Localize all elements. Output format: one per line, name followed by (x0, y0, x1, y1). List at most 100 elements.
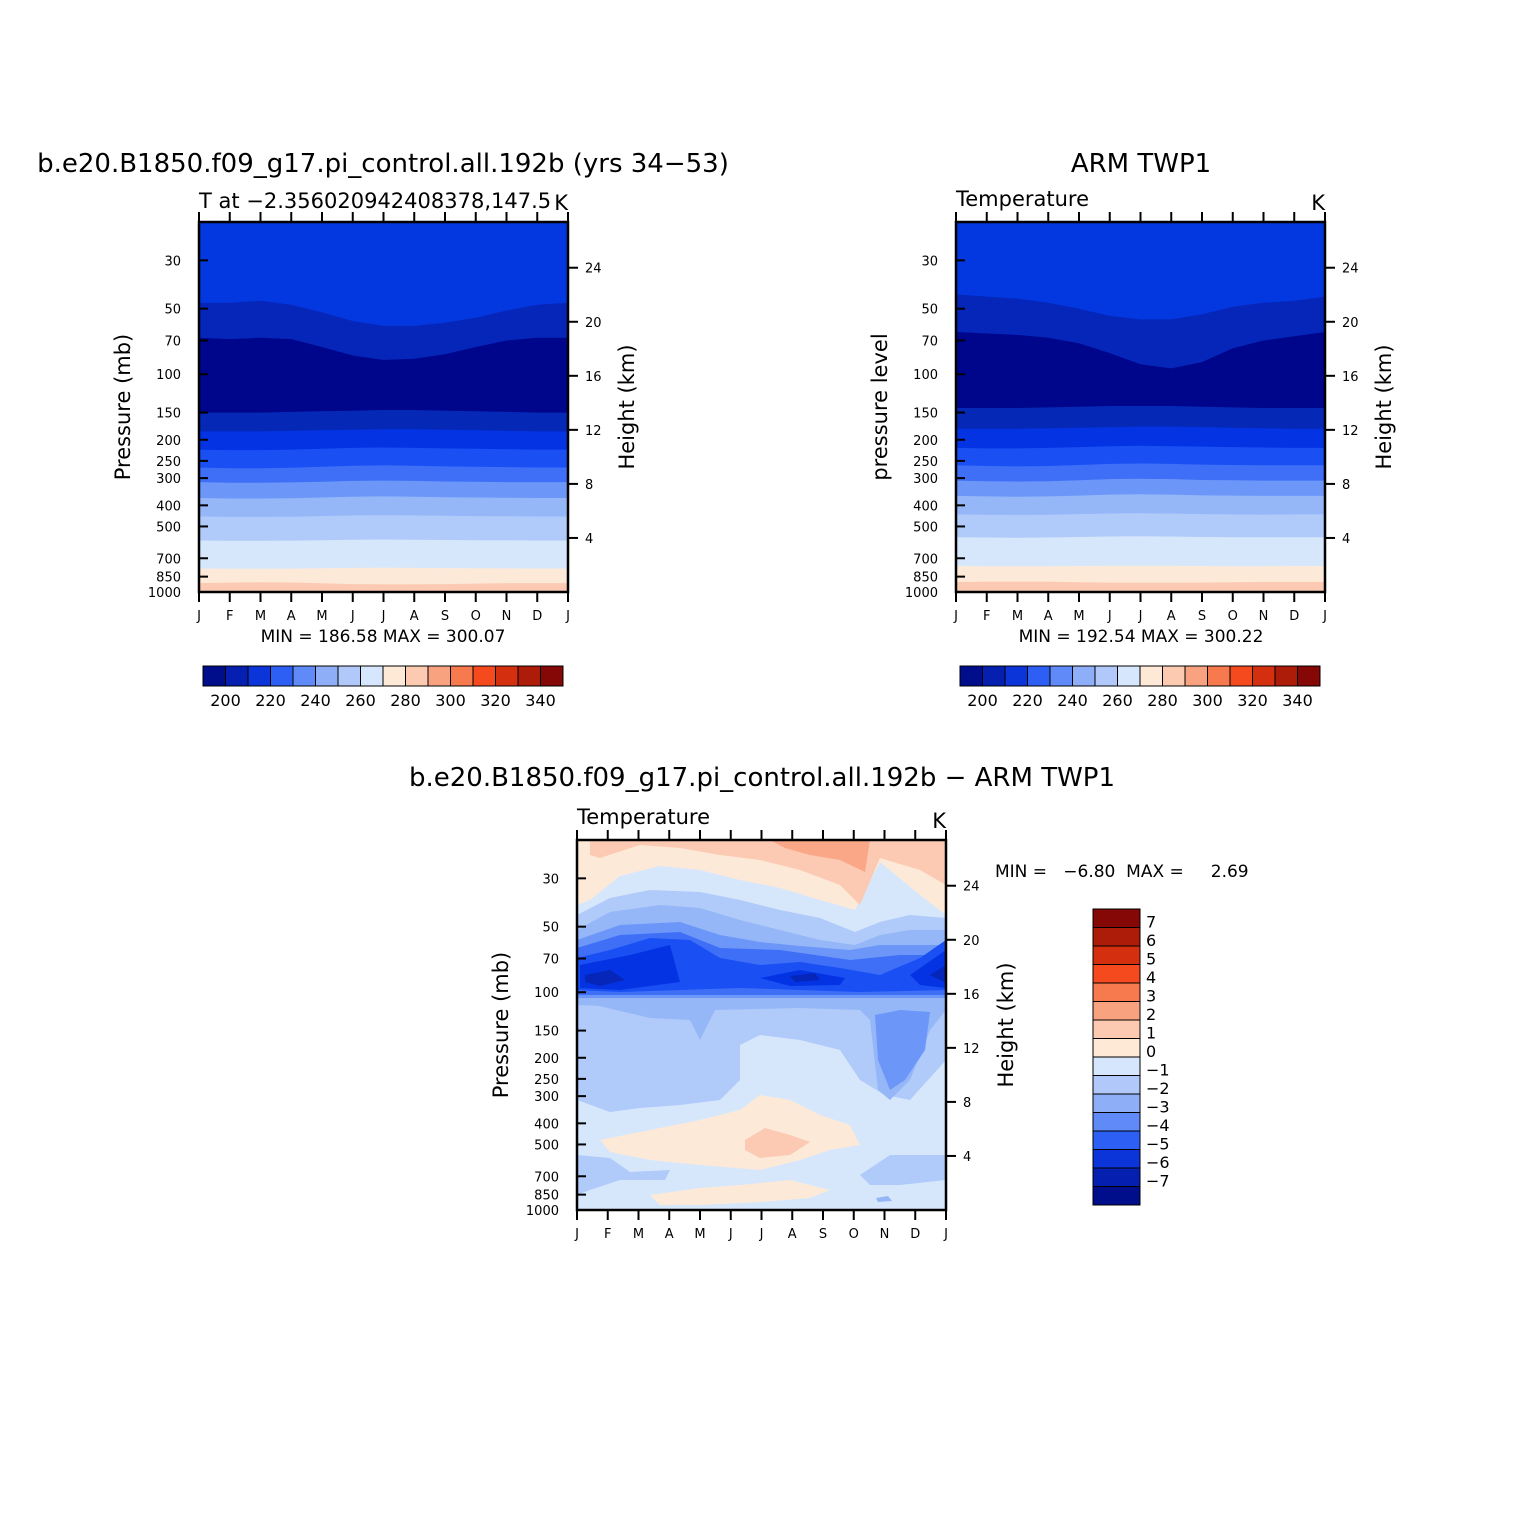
x-tick-label: J (728, 1227, 733, 1242)
colorbar-swatch (1092, 908, 1141, 928)
x-tick-label: J (196, 609, 201, 624)
x-tick-label: M (633, 1227, 644, 1242)
y2-tick-label: 20 (963, 934, 980, 949)
obs-units-label: K (1311, 191, 1326, 215)
colorbar-swatch (1092, 1019, 1141, 1039)
colorbar-swatch (1004, 665, 1028, 687)
x-tick-label: A (665, 1227, 674, 1242)
colorbar-swatch (1092, 964, 1141, 984)
diff-panel: b.e20.B1850.f09_g17.pi_control.all.192b … (409, 763, 1249, 1242)
y2-tick-label: 24 (585, 262, 602, 277)
y-tick-label: 850 (156, 571, 181, 586)
colorbar-swatch (1139, 665, 1163, 687)
colorbar-label: 280 (390, 691, 421, 710)
y-tick-label: 100 (156, 368, 181, 383)
y-tick-label: 30 (542, 872, 559, 887)
colorbar-swatch (1274, 665, 1298, 687)
colorbar-swatch (247, 665, 271, 687)
y2-tick-label: 24 (963, 880, 980, 895)
model-subtitle-left: T at −2.356020942408378,147.5 (198, 189, 551, 213)
colorbar-label: 300 (435, 691, 466, 710)
x-tick-label: O (1228, 609, 1238, 624)
x-tick-label: D (1289, 609, 1299, 624)
colorbar-swatch (1092, 1186, 1141, 1206)
x-tick-label: N (880, 1227, 890, 1242)
x-tick-label: N (502, 609, 512, 624)
y2-tick-label: 4 (585, 532, 593, 547)
y2-tick-label: 8 (963, 1096, 971, 1111)
y-tick-label: 700 (156, 552, 181, 567)
colorbar-label: −2 (1146, 1079, 1170, 1098)
colorbar-swatch (292, 665, 316, 687)
colorbar-swatch (982, 665, 1006, 687)
diff-title: b.e20.B1850.f09_g17.pi_control.all.192b … (409, 763, 1115, 793)
colorbar-swatch (1092, 1167, 1141, 1187)
obs-colorbar: 200 220 240 260 280 300 320 340 (959, 665, 1321, 710)
x-tick-label: A (1044, 609, 1053, 624)
x-tick-label: J (574, 1227, 579, 1242)
colorbar-swatch (1297, 665, 1321, 687)
colorbar-swatch (1092, 1075, 1141, 1095)
colorbar-swatch (1092, 945, 1141, 965)
obs-contour-fill (956, 222, 1325, 592)
colorbar-swatch (1229, 665, 1253, 687)
y2-tick-label: 20 (1342, 316, 1359, 331)
colorbar-swatch (517, 665, 541, 687)
colorbar-swatch (1092, 1149, 1141, 1169)
colorbar-label: −4 (1146, 1116, 1170, 1135)
colorbar-swatch (315, 665, 339, 687)
colorbar-swatch (405, 665, 429, 687)
colorbar-swatch (1117, 665, 1141, 687)
x-tick-label: A (287, 609, 296, 624)
x-tick-label: A (1167, 609, 1176, 624)
x-tick-label: S (819, 1227, 827, 1242)
colorbar-label: 300 (1192, 691, 1223, 710)
x-tick-label: J (1138, 609, 1143, 624)
colorbar-label: 280 (1147, 691, 1178, 710)
x-tick-label: J (953, 609, 958, 624)
y-tick-label: 300 (156, 472, 181, 487)
colorbar-swatch (1027, 665, 1051, 687)
x-tick-label: D (910, 1227, 920, 1242)
colorbar-swatch (1092, 1093, 1141, 1113)
x-tick-label: M (1012, 609, 1023, 624)
y-tick-label: 400 (913, 499, 938, 514)
obs-panel: ARM TWP1 Temperature K J F M A M J J A S O N D J 30 50… (868, 149, 1396, 710)
y-tick-label: 850 (913, 571, 938, 586)
diff-y-axis-label: Pressure (mb) (489, 952, 513, 1099)
x-tick-label: M (694, 1227, 705, 1242)
colorbar-label: 200 (967, 691, 998, 710)
y-tick-label: 250 (534, 1073, 559, 1088)
y-tick-label: 50 (542, 921, 559, 936)
colorbar-swatch (1072, 665, 1096, 687)
colorbar-swatch (1207, 665, 1231, 687)
y-tick-label: 700 (913, 552, 938, 567)
y-tick-label: 700 (534, 1170, 559, 1185)
y-tick-label: 400 (156, 499, 181, 514)
y-tick-label: 30 (164, 254, 181, 269)
x-tick-label: M (316, 609, 327, 624)
model-contour-fill (199, 222, 568, 592)
y-tick-label: 70 (921, 334, 938, 349)
colorbar-label: 220 (1012, 691, 1043, 710)
colorbar-label: 6 (1146, 931, 1156, 950)
x-tick-label: O (471, 609, 481, 624)
model-units-label: K (554, 191, 569, 215)
colorbar-label: 240 (300, 691, 331, 710)
colorbar-swatch (1092, 1001, 1141, 1021)
y-tick-label: 150 (913, 407, 938, 422)
x-tick-label: J (381, 609, 386, 624)
colorbar-swatch (1092, 927, 1141, 947)
x-tick-label: F (983, 609, 990, 624)
y-tick-label: 70 (164, 334, 181, 349)
diff-axes: J F M A M J J A S O N D J 30 50 70 100 150 200 250 300 400 500… (526, 830, 980, 1242)
x-tick-label: J (943, 1227, 948, 1242)
colorbar-swatch (1092, 1112, 1141, 1132)
y-tick-label: 30 (921, 254, 938, 269)
obs-y2-axis-label: Height (km) (1372, 344, 1396, 469)
model-axes: J F M A M J J A S O N D J 30 50 70 100 150 200 250 300 400 500… (148, 212, 602, 624)
diff-min-max: MIN = −6.80 MAX = 2.69 (995, 862, 1249, 882)
colorbar-label: 7 (1146, 913, 1156, 932)
y2-tick-label: 8 (1342, 478, 1350, 493)
